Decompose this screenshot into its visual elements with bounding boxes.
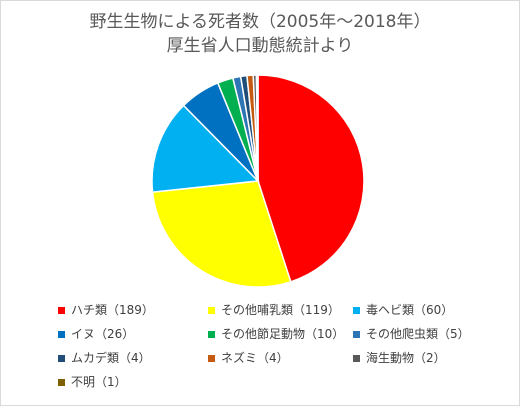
legend-item-7: ネズミ（4） (208, 350, 353, 366)
legend-label-0: ハチ類（189） (71, 303, 154, 317)
legend-swatch-8 (353, 354, 360, 362)
legend-item-2: 毒ヘビ類（60） (353, 302, 498, 318)
legend-label-4: その他節足動物（10） (221, 327, 345, 341)
legend-swatch-0 (58, 306, 65, 314)
legend-item-3: イヌ（26） (58, 326, 208, 342)
legend-label-8: 海生動物（2） (366, 351, 446, 365)
chart-title-block: 野生生物による死者数（2005年～2018年） 厚生省人口動態統計より (0, 10, 520, 58)
legend-label-1: その他哺乳類（119） (221, 303, 340, 317)
chart-subtitle: 厚生省人口動態統計より (166, 36, 354, 56)
legend-item-8: 海生動物（2） (353, 350, 498, 366)
legend-swatch-3 (58, 330, 65, 338)
legend-item-9: 不明（1） (58, 374, 208, 390)
pie-slice-9 (255, 74, 259, 182)
pie-slice-2 (151, 104, 260, 193)
legend-label-3: イヌ（26） (71, 327, 135, 341)
legend-swatch-6 (58, 354, 65, 362)
legend-item-5: その他爬虫類（5） (353, 326, 498, 342)
legend-swatch-2 (353, 306, 360, 314)
legend-label-7: ネズミ（4） (221, 351, 289, 365)
legend-label-6: ムカデ類（4） (71, 351, 151, 365)
chart-title: 野生生物による死者数（2005年～2018年） (89, 12, 431, 32)
chart-legend: ハチ類（189） その他哺乳類（119） 毒ヘビ類（60） イヌ（26） その他節足動物… (58, 302, 498, 390)
legend-swatch-1 (208, 306, 215, 314)
pie-slice-1 (151, 180, 292, 288)
legend-swatch-7 (208, 354, 215, 362)
legend-label-9: 不明（1） (71, 375, 127, 389)
legend-swatch-4 (208, 330, 215, 338)
legend-label-5: その他爬虫類（5） (366, 327, 470, 341)
legend-item-0: ハチ類（189） (58, 302, 208, 318)
pie-chart (151, 74, 365, 288)
legend-item-4: その他節足動物（10） (208, 326, 353, 342)
legend-item-6: ムカデ類（4） (58, 350, 208, 366)
legend-swatch-9 (58, 378, 65, 386)
pie-slice-0 (257, 74, 365, 283)
legend-swatch-5 (353, 330, 360, 338)
legend-label-2: 毒ヘビ類（60） (366, 303, 454, 317)
legend-item-1: その他哺乳類（119） (208, 302, 353, 318)
